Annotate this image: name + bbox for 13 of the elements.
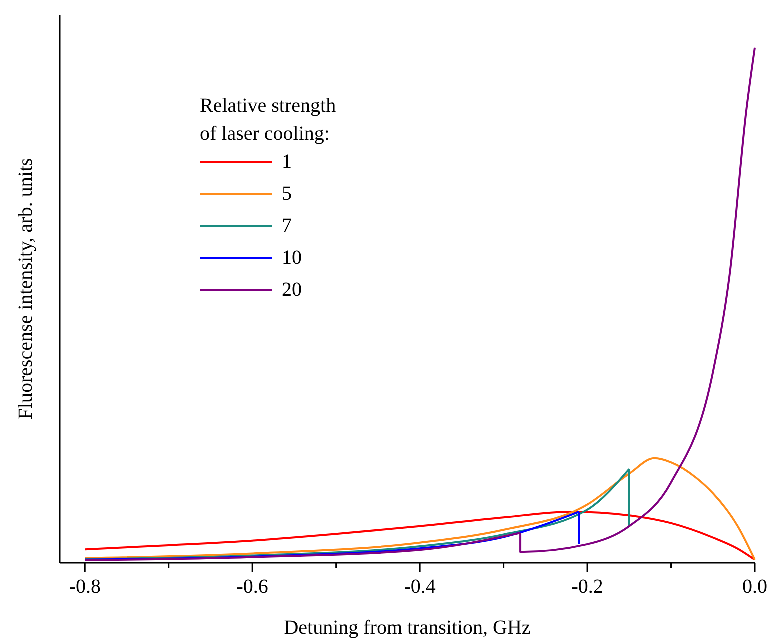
x-tick-label: -0.2 bbox=[572, 576, 604, 598]
legend-label: 10 bbox=[282, 247, 302, 269]
x-axis-title: Detuning from transition, GHz bbox=[284, 617, 531, 639]
x-tick-label: -0.4 bbox=[404, 576, 436, 598]
legend-title: Relative strength of laser cooling: bbox=[200, 95, 336, 145]
x-tick-label: -0.8 bbox=[69, 576, 101, 598]
x-tick-label: 0.0 bbox=[742, 576, 768, 598]
legend-label: 7 bbox=[282, 215, 292, 237]
legend-label: 1 bbox=[282, 151, 292, 173]
y-axis-title: Fluorescense intensity, arb. units bbox=[15, 158, 37, 420]
legend-label: 5 bbox=[282, 183, 292, 205]
x-tick-label: -0.6 bbox=[236, 576, 268, 598]
legend-label: 20 bbox=[282, 279, 302, 301]
